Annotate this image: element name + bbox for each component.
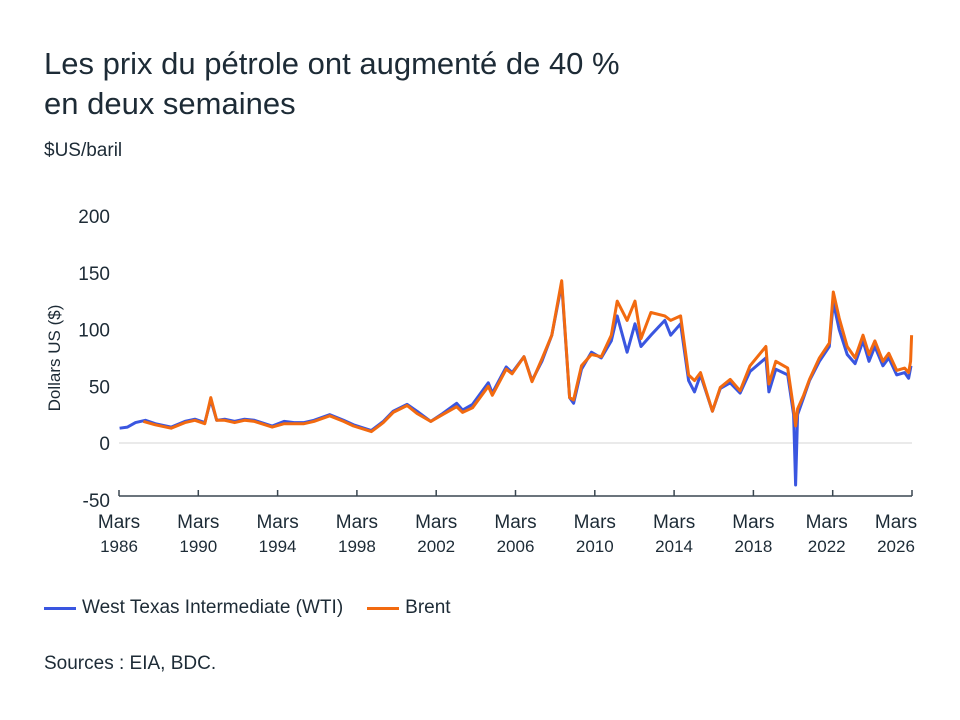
x-tick-label-year: 2014 bbox=[655, 537, 693, 556]
x-tick-label: Mars bbox=[653, 512, 695, 533]
x-tick-label-year: 2002 bbox=[417, 537, 455, 556]
x-tick-label-year: 1990 bbox=[179, 537, 217, 556]
legend: West Texas Intermediate (WTI) Brent bbox=[44, 597, 451, 619]
x-tick-label: Mars bbox=[177, 512, 219, 533]
title-line-2: en deux semaines bbox=[44, 86, 296, 121]
series-line-brent bbox=[142, 279, 914, 434]
x-tick-label-year: 1998 bbox=[338, 537, 376, 556]
source-note: Sources : EIA, BDC. bbox=[44, 653, 217, 674]
x-tick-label: Mars bbox=[415, 512, 457, 533]
x-tick-label-year: 2006 bbox=[497, 537, 535, 556]
x-tick-label: Mars bbox=[98, 512, 140, 533]
legend-swatch-brent bbox=[367, 606, 400, 610]
x-tick-label-year: 2022 bbox=[808, 537, 846, 556]
x-tick-label: Mars bbox=[875, 512, 917, 533]
unit-label: $US/baril bbox=[44, 140, 123, 161]
series-line-wti bbox=[119, 282, 913, 487]
y-tick-label: 100 bbox=[78, 321, 110, 342]
y-tick-label: 0 bbox=[99, 434, 110, 455]
x-tick-label-year: 2010 bbox=[576, 537, 614, 556]
x-tick-label: Mars bbox=[256, 512, 298, 533]
x-tick-label-year: 2026 bbox=[877, 537, 915, 556]
y-tick-label: 200 bbox=[78, 207, 110, 228]
x-tick-label: Mars bbox=[494, 512, 536, 533]
legend-label-wti: West Texas Intermediate (WTI) bbox=[82, 597, 344, 618]
x-tick-label-year: 1994 bbox=[259, 537, 297, 556]
legend-label-brent: Brent bbox=[405, 597, 451, 618]
title-line-1: Les prix du pétrole ont augmenté de 40 % bbox=[44, 46, 620, 81]
x-tick-label: Mars bbox=[806, 512, 848, 533]
y-tick-label: -50 bbox=[83, 491, 110, 512]
legend-swatch-wti bbox=[44, 606, 76, 610]
y-axis-label: Dollars US ($) bbox=[45, 305, 64, 412]
x-tick-label: Mars bbox=[732, 512, 774, 533]
y-tick-label: 50 bbox=[89, 377, 110, 398]
chart-title: Les prix du pétrole ont augmenté de 40 %… bbox=[44, 44, 620, 124]
y-tick-label: 150 bbox=[78, 264, 110, 285]
x-tick-label: Mars bbox=[336, 512, 378, 533]
x-tick-label: Mars bbox=[574, 512, 616, 533]
x-tick-label-year: 2018 bbox=[734, 537, 772, 556]
x-tick-label-year: 1986 bbox=[100, 537, 138, 556]
